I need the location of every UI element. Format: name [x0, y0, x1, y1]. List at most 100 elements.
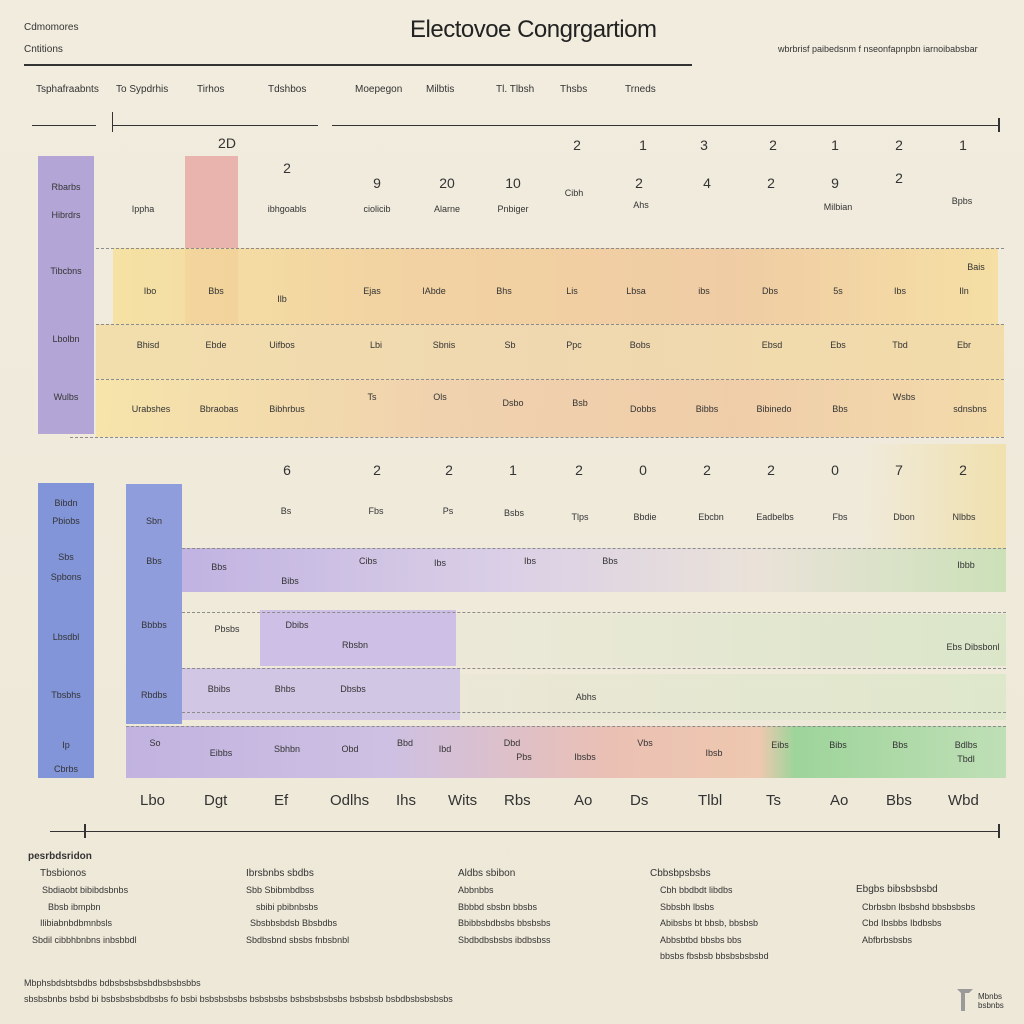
row-e-number-3: 2 — [445, 462, 453, 478]
row-d-label-13: sdnsbns — [953, 404, 987, 414]
bottom-rule-tick-right — [998, 824, 1000, 838]
row-b-label-11: 5s — [833, 286, 843, 296]
row-h-label-4: Dbsbs — [340, 684, 366, 694]
row-f-label-5: Cibs — [358, 556, 377, 566]
row-i-label-16: Tbdl — [957, 754, 975, 764]
row-i-label-7: Dbd — [503, 738, 521, 748]
header-underline-2 — [112, 125, 318, 126]
top-number-5: 2 — [769, 137, 777, 153]
row-a-number-4: 10 — [505, 175, 521, 191]
row-e-label-3: Ps — [442, 506, 454, 516]
header-right-caption: wbrbrisf paibedsnm f nseonfapnpbn iarnoi… — [778, 44, 978, 54]
pink-column — [185, 156, 238, 248]
bottom-label-8: Ao — [574, 792, 593, 809]
row-b-label-12: Ibs — [893, 286, 906, 296]
row-f-label-2: Bbs — [146, 556, 162, 566]
row-h-label-3: Bhbs — [274, 684, 296, 694]
divider-8 — [182, 712, 1006, 713]
row-d-label-5: Ols — [433, 392, 447, 402]
bottom-label-3: Ef — [274, 792, 289, 809]
row-d-label-2: Bbraobas — [199, 404, 239, 414]
row-b-label-3: Ilb — [277, 294, 287, 304]
row-e-label-9: Fbs — [832, 512, 848, 522]
row-g-label-2: Pbsbs — [214, 624, 240, 634]
top-number-7: 2 — [895, 137, 903, 153]
left-purple-column — [38, 156, 94, 434]
row-e-label-1: Bs — [280, 506, 292, 516]
row-d-label-11: Bbs — [832, 404, 848, 414]
lower-left-label-3: Sbs — [58, 552, 74, 562]
column-header-4: Tdshbos — [268, 84, 307, 95]
row-i-label-2: Eibbs — [209, 748, 233, 758]
row-a-label-6: Cibh — [564, 188, 584, 198]
band-row-g-lavender — [260, 610, 456, 666]
legend-col-2-item-3: Sbsbbsbdsb Bbsbdbs — [250, 918, 338, 928]
top-number-2: 2 — [573, 137, 581, 153]
row-c-label-2: Ebde — [205, 340, 227, 350]
row-c-label-4: Lbi — [369, 340, 382, 350]
row-f-label-1: Sbn — [145, 516, 162, 526]
legend-col-1-title: Tbsbionos — [40, 868, 87, 879]
row-b-label-10: Dbs — [761, 286, 778, 296]
band-row-h-lavender — [182, 668, 460, 720]
header-underline-3 — [332, 125, 1000, 126]
legend-col-1-item-1: Sbdiaobt bibibdsbnbs — [42, 885, 129, 895]
bottom-label-7: Rbs — [504, 792, 531, 809]
row-d-label-1: Urabshes — [131, 404, 171, 414]
left-blue-column — [38, 483, 94, 778]
left-stack-label-2: Hibrdrs — [51, 210, 81, 220]
row-b-label-8: Lbsa — [626, 286, 646, 296]
row-h-label-2: Bbibs — [207, 684, 231, 694]
row-f-label-7: Ibs — [523, 556, 536, 566]
row-a-label-4: Alarne — [433, 204, 460, 214]
legend-col-4-item-1: Cbh bbdbdt libdbs — [660, 885, 733, 895]
legend-col-5-item-3: Abfbrbsbsbs — [862, 935, 913, 945]
left-stack-label-4: Lbolbn — [52, 334, 80, 344]
row-d-label-9: Bibbs — [695, 404, 719, 414]
header-tick-2 — [998, 118, 1000, 132]
row-c-label-8: Bobs — [629, 340, 651, 350]
bottom-rule-tick-left — [84, 824, 86, 838]
bottom-label-9: Ds — [630, 792, 649, 809]
row-c-label-11: Tbd — [892, 340, 908, 350]
legend-col-3-title: Aldbs sbibon — [458, 868, 516, 879]
row-i-label-9: Ibsbs — [574, 752, 596, 762]
row-a-label-5: Pnbiger — [497, 204, 529, 214]
row-a-number-8: 9 — [831, 175, 839, 191]
legend-col-5-item-2: Cbd Ibsbbs Ibdbsbs — [862, 918, 942, 928]
row-e-label-8: Eadbelbs — [756, 512, 794, 522]
row-b-label-13: Iln — [959, 286, 969, 296]
column-header-3: Tirhos — [197, 84, 225, 95]
row-e-number-5: 2 — [575, 462, 583, 478]
row-e-label-11: Nlbbs — [952, 512, 976, 522]
row-g-label-4: Rbsbn — [341, 640, 368, 650]
row-a-label-9: Bpbs — [951, 196, 973, 206]
row-e-label-6: Bbdie — [633, 512, 657, 522]
row-a-number-7: 2 — [767, 175, 775, 191]
divider-7 — [182, 668, 1006, 669]
row-a-number-3: 20 — [439, 175, 455, 191]
legend-col-3-item-3: Bbibbsbdbsbs bbsbsbs — [458, 918, 551, 928]
legend-col-4-title: Cbbsbpsbsbs — [650, 868, 711, 879]
band-row-h-green — [460, 674, 1006, 720]
row-b-label-1: Ibo — [143, 286, 157, 296]
divider-5 — [182, 548, 1006, 549]
row-c-label-7: Ppc — [566, 340, 582, 350]
legend-col-4-item-4: Abbsbtbd bbsbs bbs — [660, 935, 742, 945]
row-a-label-2: ibhgoabls — [267, 204, 307, 214]
row-a-label-8: Milbian — [823, 202, 853, 212]
row-i-label-4: Obd — [341, 744, 359, 754]
legend-col-2-title: Ibrsbnbs sbdbs — [246, 868, 314, 879]
legend-heading: pesrbdsridon — [28, 851, 92, 862]
row-i-label-5: Bbd — [396, 738, 413, 748]
row-i-label-12: Eibs — [771, 740, 789, 750]
legend-col-1-item-3: Ilibiabnbdbmnbsls — [40, 918, 113, 928]
row-e-number-9: 0 — [831, 462, 839, 478]
band-row-b — [113, 248, 998, 324]
row-e-label-10: Dbon — [893, 512, 915, 522]
row-i-label-14: Bbs — [892, 740, 908, 750]
row-e-number-1: 6 — [283, 462, 291, 478]
legend-col-2-item-1: Sbb Sbibmbdbss — [246, 885, 315, 895]
bottom-label-11: Ts — [766, 792, 781, 809]
row-e-label-7: Ebcbn — [698, 512, 724, 522]
